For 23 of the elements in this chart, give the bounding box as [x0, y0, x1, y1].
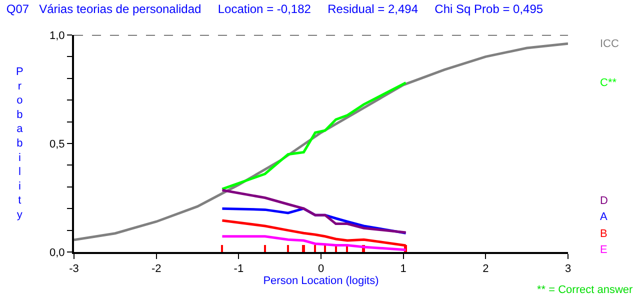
text: A: [600, 211, 608, 223]
text: ** = Correct answer: [537, 284, 634, 296]
line-series: [220, 188, 408, 234]
text: D: [600, 195, 608, 207]
text: Probability: [16, 66, 24, 221]
chart-title: Q07 Várias teorias de personalidad Location = -0,182 Residual = 2,494 Chi Sq Prob = 0,495: [6, 2, 544, 16]
x-tick-label: -1: [234, 263, 244, 276]
text: C**: [600, 77, 618, 89]
text: E: [600, 244, 608, 256]
x-tick-label: 2: [482, 263, 489, 276]
x-tick-label: 3: [564, 263, 572, 276]
y-tick-label: 1,0: [50, 30, 65, 42]
y-tick-label: 0,0: [50, 246, 65, 259]
text: ICC: [600, 38, 619, 50]
x-tick-label: 1: [400, 263, 406, 276]
x-tick-label: -3: [69, 263, 79, 276]
x-tick-label: 0: [318, 263, 324, 276]
x-axis-title: Person Location (logits): [263, 275, 379, 288]
line-series: [220, 81, 408, 190]
y-tick-label: 0,5: [50, 138, 65, 150]
x-tick-label: -2: [151, 263, 162, 276]
text: B: [600, 228, 608, 240]
line-series: [220, 235, 408, 252]
